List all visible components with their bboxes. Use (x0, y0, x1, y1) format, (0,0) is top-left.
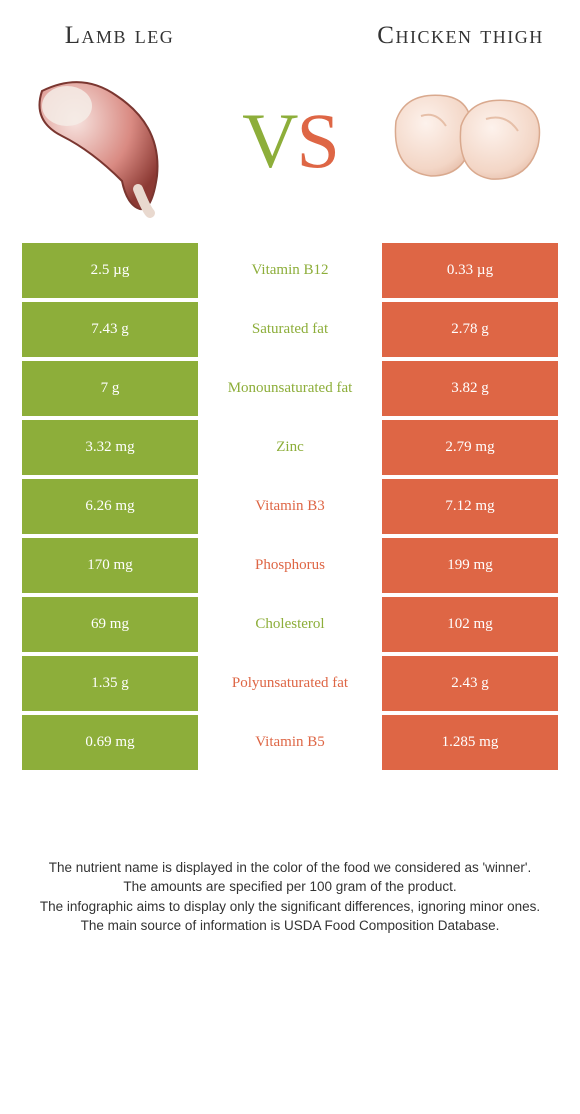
right-value: 3.82 g (382, 361, 558, 416)
left-food-title: Lamb leg (22, 22, 217, 51)
table-row: 3.32 mgZinc2.79 mg (22, 420, 558, 475)
nutrient-label: Vitamin B5 (202, 715, 378, 770)
right-value: 2.43 g (382, 656, 558, 711)
left-value: 6.26 mg (22, 479, 198, 534)
table-row: 7.43 gSaturated fat2.78 g (22, 302, 558, 357)
nutrient-label: Monounsaturated fat (202, 361, 378, 416)
vs-label: VS (242, 96, 338, 186)
left-value: 2.5 µg (22, 243, 198, 298)
left-value: 0.69 mg (22, 715, 198, 770)
left-value: 69 mg (22, 597, 198, 652)
nutrient-label: Vitamin B3 (202, 479, 378, 534)
lamb-leg-icon (22, 61, 214, 221)
table-row: 6.26 mgVitamin B37.12 mg (22, 479, 558, 534)
right-value: 1.285 mg (382, 715, 558, 770)
nutrient-label: Vitamin B12 (202, 243, 378, 298)
table-row: 69 mgCholesterol102 mg (22, 597, 558, 652)
footer-line-2: The amounts are specified per 100 gram o… (10, 877, 570, 897)
footer-line-4: The main source of information is USDA F… (10, 916, 570, 936)
table-row: 0.69 mgVitamin B51.285 mg (22, 715, 558, 770)
vs-s: S (296, 97, 337, 184)
left-value: 3.32 mg (22, 420, 198, 475)
table-row: 170 mgPhosphorus199 mg (22, 538, 558, 593)
nutrient-label: Phosphorus (202, 538, 378, 593)
left-value: 170 mg (22, 538, 198, 593)
left-value: 7 g (22, 361, 198, 416)
nutrient-label: Zinc (202, 420, 378, 475)
right-value: 102 mg (382, 597, 558, 652)
header: Lamb leg Chicken thigh (22, 22, 558, 51)
footer-line-1: The nutrient name is displayed in the co… (10, 858, 570, 878)
right-value: 199 mg (382, 538, 558, 593)
chicken-thigh-icon (366, 61, 558, 221)
nutrient-table: 2.5 µgVitamin B120.33 µg7.43 gSaturated … (22, 243, 558, 770)
vs-v: V (242, 97, 296, 184)
footer-notes: The nutrient name is displayed in the co… (0, 858, 580, 956)
table-row: 1.35 gPolyunsaturated fat2.43 g (22, 656, 558, 711)
chicken-thigh-image (366, 61, 558, 221)
right-food-title: Chicken thigh (363, 22, 558, 51)
table-row: 2.5 µgVitamin B120.33 µg (22, 243, 558, 298)
lamb-leg-image (22, 61, 214, 221)
right-value: 2.78 g (382, 302, 558, 357)
footer-line-3: The infographic aims to display only the… (10, 897, 570, 917)
right-value: 7.12 mg (382, 479, 558, 534)
left-value: 7.43 g (22, 302, 198, 357)
right-value: 0.33 µg (382, 243, 558, 298)
nutrient-label: Cholesterol (202, 597, 378, 652)
table-row: 7 gMonounsaturated fat3.82 g (22, 361, 558, 416)
nutrient-label: Polyunsaturated fat (202, 656, 378, 711)
nutrient-label: Saturated fat (202, 302, 378, 357)
food-images-row: VS (22, 61, 558, 221)
left-value: 1.35 g (22, 656, 198, 711)
right-value: 2.79 mg (382, 420, 558, 475)
